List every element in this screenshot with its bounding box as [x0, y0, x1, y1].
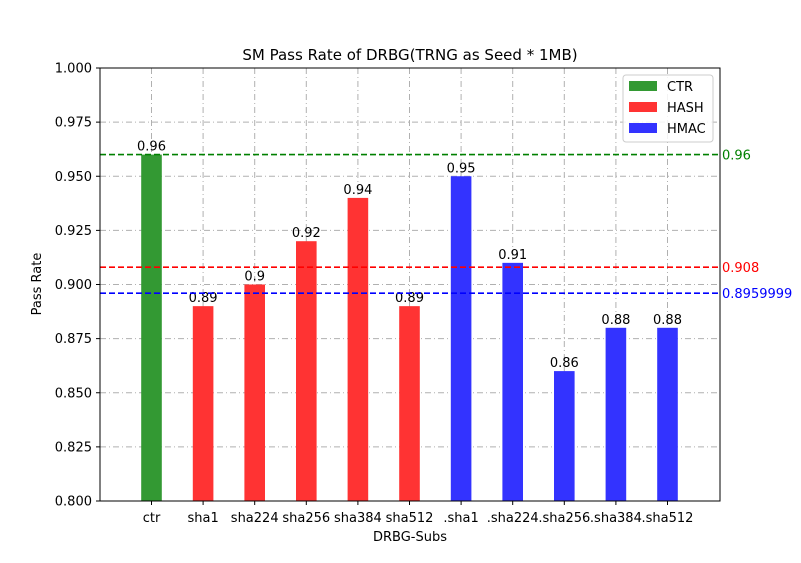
data-label: 0.86 [550, 356, 579, 371]
bar [192, 306, 214, 501]
bar [502, 262, 523, 501]
legend-swatch [629, 81, 657, 91]
y-tick-label: 0.950 [55, 170, 92, 185]
bar [347, 197, 369, 501]
bars: 0.96 0.89 0.9 0.92 0.94 0.89 0.95 0.91 0.86 0.88 0… [137, 140, 682, 501]
data-label: 0.88 [601, 313, 630, 328]
bar [554, 371, 575, 501]
y-axis-label: Pass Rate [30, 253, 45, 316]
legend-label: CTR [667, 80, 693, 95]
x-tick-label: .sha384 [590, 511, 642, 526]
data-label: 0.9 [244, 270, 265, 285]
chart-title: SM Pass Rate of DRBG(TRNG as Seed * 1MB) [242, 46, 577, 64]
bar [450, 176, 472, 501]
data-label: 0.94 [343, 183, 372, 198]
data-label: 0.92 [292, 226, 321, 241]
legend-swatch [629, 102, 657, 112]
x-tick-label: sha224 [231, 511, 279, 526]
y-tick-label: 0.825 [55, 440, 92, 455]
y-tick-label: 0.900 [55, 278, 92, 293]
reference-line-label: 0.96 [722, 149, 751, 164]
x-tick-label: sha384 [334, 511, 382, 526]
x-tick-label: sha1 [187, 511, 218, 526]
x-tick-label: sha512 [386, 511, 434, 526]
legend-swatch [629, 123, 657, 133]
x-tick-label: .sha256 [538, 511, 590, 526]
data-label: 0.89 [189, 291, 218, 306]
x-tick-label: sha256 [282, 511, 330, 526]
bar [399, 306, 420, 501]
y-tick-label: 0.975 [55, 116, 92, 131]
bar [244, 284, 265, 501]
y-tick-label: 0.875 [55, 332, 92, 347]
reference-line-label: 0.908 [722, 261, 759, 276]
x-axis: ctr sha1 sha224 sha256 sha384 sha512 .sha1 .sha… [143, 501, 694, 526]
bar [605, 327, 627, 501]
bar [296, 241, 317, 501]
x-tick-label: ctr [143, 511, 161, 526]
legend: CTR HASH HMAC [622, 74, 714, 143]
x-axis-label: DRBG-Subs [373, 530, 447, 545]
x-tick-label: .sha512 [642, 511, 694, 526]
bar [657, 327, 678, 501]
x-tick-label: .sha224 [487, 511, 539, 526]
legend-label: HASH [667, 101, 704, 116]
y-tick-label: 0.925 [55, 224, 92, 239]
data-label: 0.96 [137, 140, 166, 155]
y-tick-label: 0.850 [55, 386, 92, 401]
y-tick-label: 1.000 [55, 62, 92, 77]
legend-label: HMAC [667, 122, 706, 137]
data-label: 0.88 [653, 313, 682, 328]
reference-lines: 0.96 0.908 0.8959999 [100, 149, 792, 302]
y-axis: 0.800 0.825 0.850 0.875 0.900 0.925 0.950 0.975… [55, 62, 100, 510]
bar [141, 154, 162, 501]
reference-line-label: 0.8959999 [722, 287, 792, 302]
data-label: 0.89 [395, 291, 424, 306]
data-label: 0.91 [498, 248, 527, 263]
y-tick-label: 0.800 [55, 495, 92, 510]
x-tick-label: .sha1 [443, 511, 478, 526]
data-label: 0.95 [447, 161, 476, 176]
